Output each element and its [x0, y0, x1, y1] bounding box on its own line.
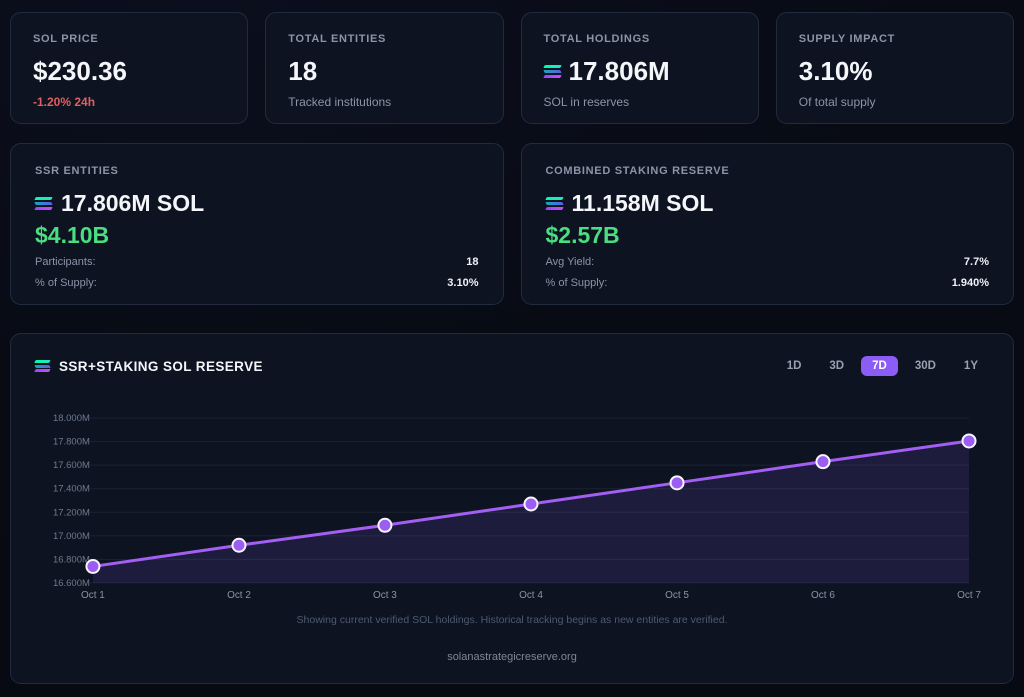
stat-card-sol-price: SOL PRICE $230.36 -1.20% 24h: [10, 12, 249, 124]
y-axis-label: 17.400M: [53, 484, 90, 495]
stat-label: SUPPLY IMPACT: [798, 33, 896, 45]
reserve-label: COMBINED STAKING RESERVE: [545, 165, 730, 177]
detail-key: % of Supply:: [35, 277, 97, 289]
detail-value: 7.7%: [963, 256, 989, 268]
solana-icon: [34, 360, 51, 372]
range-button-1d[interactable]: 1D: [786, 360, 802, 372]
chart-title: SSR+STAKING SOL RESERVE: [59, 358, 263, 374]
total-entities-value: 18: [288, 56, 318, 86]
reserve-usd-amount: $4.10B: [35, 222, 110, 248]
stat-label: TOTAL HOLDINGS: [543, 33, 650, 45]
reserve-detail-row: % of Supply: 1.940%: [546, 277, 990, 289]
chart-card: SSR+STAKING SOL RESERVE 1D 3D 7D 30D 1Y 16.6…: [10, 333, 1014, 684]
reserve-label: SSR ENTITIES: [35, 165, 119, 177]
reserve-row: SSR ENTITIES 17.806M SOL $4.10B Particip…: [10, 143, 1014, 305]
range-button-30d[interactable]: 30D: [914, 360, 936, 372]
data-point-oct-3[interactable]: [377, 517, 393, 533]
detail-key: Avg Yield:: [545, 256, 595, 268]
x-axis-label: Oct 2: [227, 590, 251, 601]
data-point-oct-6[interactable]: [815, 454, 831, 470]
reserve-sol-amount: 17.806M SOL: [34, 190, 479, 216]
x-axis-label: Oct 7: [957, 590, 981, 601]
detail-value: 18: [466, 256, 479, 268]
stat-subtext: SOL in reserves: [543, 95, 630, 109]
detail-value: 3.10%: [447, 277, 479, 289]
site-footer-link: solanastrategicreserve.org: [447, 651, 577, 663]
time-range-group: 1D 3D 7D 30D 1Y: [776, 356, 989, 376]
solana-icon: [34, 197, 53, 210]
stat-value: 3.10%: [799, 58, 991, 84]
reserve-sol-amount: 11.158M SOL: [544, 190, 990, 216]
stat-value: 18: [288, 58, 480, 84]
stat-value: $230.36: [33, 58, 225, 84]
solana-icon: [544, 197, 564, 210]
data-point-oct-2[interactable]: [231, 537, 247, 553]
series-area: [92, 440, 970, 583]
reserve-detail-row: Avg Yield: 7.7%: [546, 256, 990, 268]
reserve-card-ssr-entities: SSR ENTITIES 17.806M SOL $4.10B Particip…: [10, 143, 504, 305]
y-axis-label: 17.000M: [53, 531, 90, 542]
stat-card-supply-impact: SUPPLY IMPACT 3.10% Of total supply: [775, 12, 1014, 124]
data-point-oct-5[interactable]: [669, 475, 685, 491]
data-point-oct-4[interactable]: [523, 496, 539, 512]
x-axis-label: Oct 3: [373, 590, 397, 601]
range-button-7d[interactable]: 7D: [861, 356, 898, 376]
stat-label: SOL PRICE: [33, 33, 99, 45]
y-axis-label: 16.800M: [53, 554, 90, 565]
data-point-oct-1[interactable]: [85, 558, 101, 574]
chart-header: SSR+STAKING SOL RESERVE 1D 3D 7D 30D 1Y: [34, 354, 989, 378]
solana-icon: [542, 64, 562, 78]
sol-price-value: $230.36: [33, 56, 127, 86]
x-axis-label: Oct 4: [519, 590, 543, 601]
reserve-detail-row: Participants: 18: [35, 256, 479, 268]
stat-value: 17.806M: [542, 56, 736, 86]
range-button-1y[interactable]: 1Y: [963, 360, 978, 372]
data-point-oct-7[interactable]: [961, 433, 977, 449]
detail-key: % of Supply:: [545, 277, 608, 289]
y-axis-label: 17.200M: [53, 507, 90, 518]
stat-subtext: Of total supply: [798, 95, 876, 109]
range-button-3d[interactable]: 3D: [829, 360, 845, 372]
stat-card-total-holdings: TOTAL HOLDINGS 17.806M SOL in reserves: [520, 12, 759, 124]
staking-sol-value: 11.158M SOL: [571, 190, 714, 216]
ssr-sol-value: 17.806M SOL: [61, 190, 205, 216]
x-axis-label: Oct 6: [811, 590, 835, 601]
detail-value: 1.940%: [951, 277, 989, 289]
stats-row: SOL PRICE $230.36 -1.20% 24h TOTAL ENTIT…: [10, 12, 1014, 124]
supply-impact-value: 3.10%: [798, 56, 873, 86]
total-holdings-value: 17.806M: [568, 56, 670, 86]
y-axis-label: 16.600M: [53, 578, 90, 589]
chart-canvas[interactable]: 16.600M 16.800M 17.000M 17.200M 17.400M 17.60…: [35, 402, 989, 607]
chart-caption: Showing current verified SOL holdings. H…: [296, 614, 728, 626]
detail-key: Participants:: [35, 256, 96, 268]
reserve-card-combined-staking: COMBINED STAKING RESERVE 11.158M SOL $2.…: [520, 143, 1014, 305]
stat-card-total-entities: TOTAL ENTITIES 18 Tracked institutions: [265, 12, 504, 124]
y-axis-label: 17.800M: [53, 437, 90, 448]
x-axis-label: Oct 5: [665, 590, 689, 601]
x-axis-label: Oct 1: [81, 590, 105, 601]
stat-subtext: Tracked institutions: [288, 95, 392, 109]
reserve-usd-amount: $2.57B: [545, 222, 620, 248]
chart-title-group: SSR+STAKING SOL RESERVE: [34, 358, 263, 374]
reserve-line-chart[interactable]: 16.600M 16.800M 17.000M 17.200M 17.400M 17.60…: [35, 402, 989, 607]
reserve-detail-row: % of Supply: 3.10%: [35, 277, 479, 289]
sol-price-change: -1.20% 24h: [33, 95, 96, 109]
y-axis-label: 17.600M: [53, 460, 90, 471]
y-axis-label: 18.000M: [53, 413, 90, 424]
stat-label: TOTAL ENTITIES: [288, 33, 387, 45]
